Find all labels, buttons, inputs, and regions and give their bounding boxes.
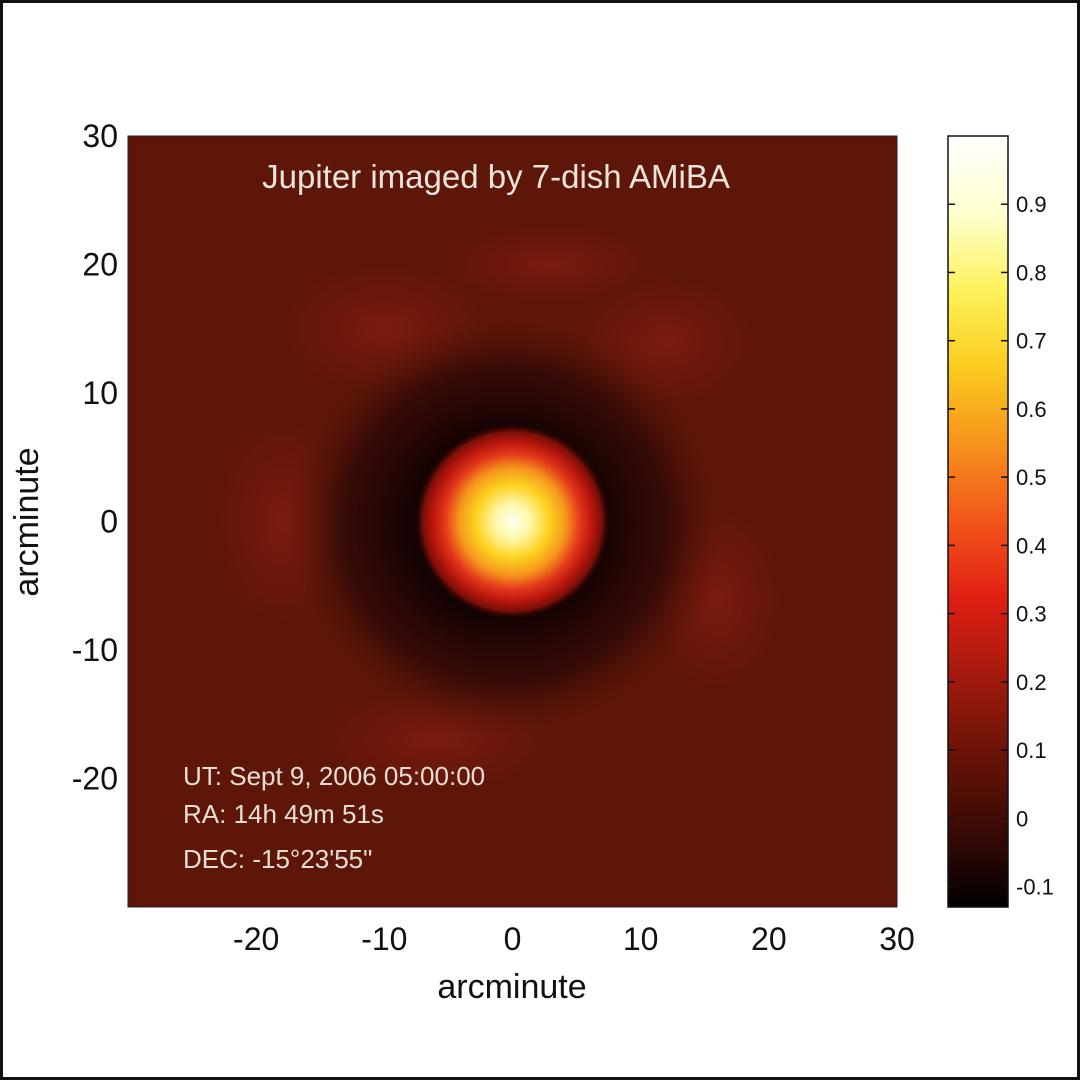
x-tick-label: 30 (879, 921, 915, 957)
jupiter-peak (415, 424, 610, 619)
annotation-ra: RA: 14h 49m 51s (183, 799, 384, 829)
colorbar-tick-label: 0.6 (1016, 397, 1047, 422)
colorbar-tick-label: 0.2 (1016, 670, 1047, 695)
x-tick-label: 0 (504, 921, 522, 957)
colorbar-tick-label: 0.8 (1016, 260, 1047, 285)
heatmap-image (128, 136, 897, 907)
colorbar-gradient (947, 135, 1009, 908)
y-tick-label: 0 (100, 504, 118, 540)
annotation-ut: UT: Sept 9, 2006 05:00:00 (183, 761, 485, 791)
colorbar-tick-label: 0.3 (1016, 602, 1047, 627)
y-tick-label: -10 (72, 632, 118, 668)
plot-title: Jupiter imaged by 7-dish AMiBA (262, 158, 730, 195)
colorbar-tick-label: 0.5 (1016, 465, 1047, 490)
x-axis-title: arcminute (437, 968, 586, 1006)
colorbar-tick-label: 0 (1016, 806, 1028, 831)
x-tick-label: 20 (751, 921, 787, 957)
colorbar-tick-label: 0.9 (1016, 192, 1047, 217)
observation-annotations: UT: Sept 9, 2006 05:00:00 RA: 14h 49m 51… (183, 761, 485, 874)
sidelobe-5 (448, 226, 654, 303)
y-tick-labels: 30 20 10 0 -10 -20 (72, 118, 118, 797)
plot-border (127, 135, 898, 908)
y-axis-title: arcminute (8, 447, 46, 596)
y-tick-label: -20 (72, 761, 118, 797)
x-tick-labels: -20 -10 0 10 20 30 (233, 921, 915, 957)
x-tick-label: -20 (233, 921, 279, 957)
y-tick-label: 20 (82, 247, 118, 283)
y-tick-label: 10 (82, 375, 118, 411)
colorbar-tick-label: -0.1 (1016, 875, 1054, 900)
annotation-dec: DEC: -15°23'55" (183, 844, 372, 874)
colorbar-tick-label: 0.7 (1016, 329, 1047, 354)
colorbar-ticks: 0.9 0.8 0.7 0.6 0.5 0.4 0.3 0.2 0.1 0 -0.1 (948, 192, 1054, 900)
y-tick-label: 30 (82, 118, 118, 154)
colorbar-tick-label: 0.4 (1016, 533, 1047, 558)
x-tick-label: 10 (623, 921, 659, 957)
colorbar: 0.9 0.8 0.7 0.6 0.5 0.4 0.3 0.2 0.1 0 -0.1 (947, 135, 1054, 908)
x-tick-label: -10 (361, 921, 407, 957)
colorbar-tick-label: 0.1 (1016, 738, 1047, 763)
